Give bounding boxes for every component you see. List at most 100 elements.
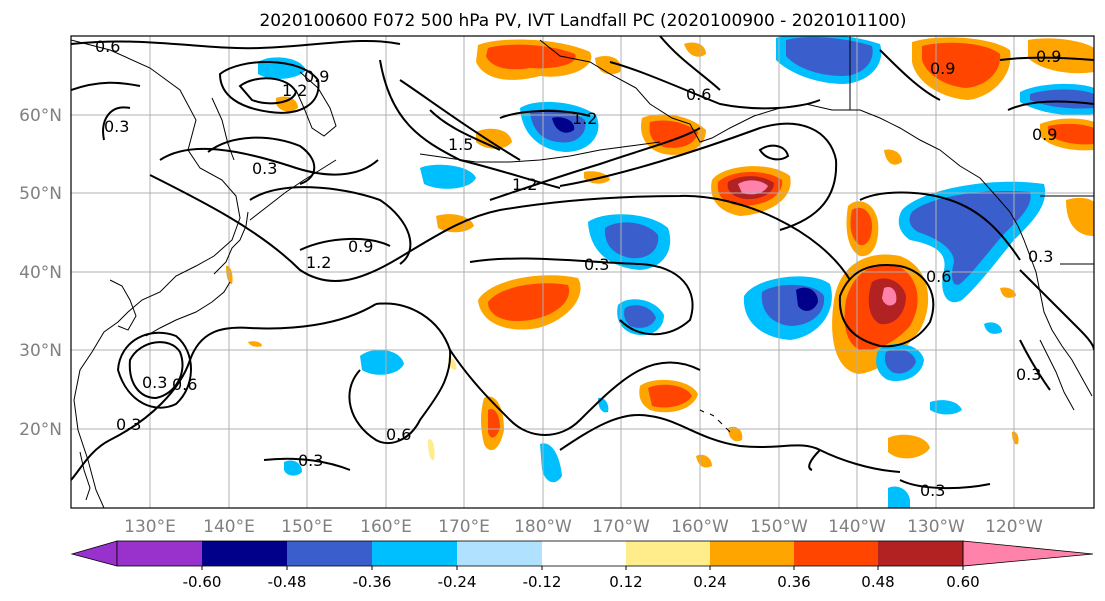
positive-anomaly [1048, 123, 1094, 145]
contour-label: 1.2 [282, 81, 307, 100]
contour-label: 0.3 [104, 117, 129, 136]
lat-label-60n: 60°N [19, 106, 62, 126]
pv-contours [71, 36, 1094, 490]
positive-anomaly [428, 439, 435, 461]
lon-label: 160°W [671, 517, 729, 537]
positive-anomaly [888, 434, 930, 459]
lon-label: 180°W [514, 517, 572, 537]
lat-label-20n: 20°N [19, 420, 62, 440]
lon-label: 140°W [828, 517, 886, 537]
lon-label: 130°W [907, 517, 965, 537]
contour-label: 1.2 [572, 109, 597, 128]
colorbar-bin [372, 541, 457, 566]
colorbar: -0.60 -0.48 -0.36 -0.24 -0.12 0.12 0.24 … [70, 540, 1094, 591]
colorbar-extend-low [70, 540, 118, 567]
negative-anomaly [909, 190, 1031, 285]
lon-label: 170°W [592, 517, 650, 537]
lon-label: 120°W [985, 517, 1043, 537]
colorbar-bin [878, 541, 963, 566]
contour-label: 1.5 [448, 135, 473, 154]
colorbar-extend-high [962, 540, 1094, 567]
positive-anomaly [648, 384, 692, 408]
contour-label: 0.6 [686, 85, 711, 104]
positive-anomaly [595, 55, 621, 75]
colorbar-tick-label: -0.12 [523, 573, 562, 591]
contour-label: 0.3 [142, 373, 167, 392]
contour-label: 0.3 [1016, 365, 1041, 384]
positive-anomaly [884, 149, 902, 165]
colorbar-bin [457, 541, 542, 566]
colorbar-tick-label: -0.36 [353, 573, 392, 591]
lon-label: 150°E [281, 517, 333, 537]
lat-label-50n: 50°N [19, 184, 62, 204]
contour-label: 0.3 [252, 159, 277, 178]
negative-anomaly [552, 117, 575, 133]
colorbar-tick-label: 0.48 [861, 573, 894, 591]
contour-label: 0.3 [1028, 247, 1053, 266]
positive-anomaly [738, 180, 768, 195]
positive-anomaly [488, 408, 500, 438]
colorbar-bin [542, 541, 626, 566]
map-frame [70, 35, 1095, 509]
negative-anomaly [984, 322, 1002, 334]
colorbar-tick-label: 0.24 [693, 573, 726, 591]
lon-label: 170°E [438, 517, 490, 537]
negative-anomaly [604, 222, 659, 259]
colorbar-tick-label: 0.60 [946, 573, 979, 591]
colorbar-bin [794, 541, 878, 566]
contour-label: 1.2 [306, 253, 331, 272]
negative-anomaly [360, 349, 404, 375]
contour-label: 1.2 [512, 175, 537, 194]
contour-label: 0.3 [298, 451, 323, 470]
negative-anomaly [624, 305, 656, 328]
lat-label-30n: 30°N [19, 341, 62, 361]
negative-anomaly [786, 37, 873, 76]
contour-label: 0.6 [172, 375, 197, 394]
contour-labels: 0.6 1.2 0.9 0.3 0.3 1.5 1.2 1.2 1.2 0.9 … [95, 37, 1061, 500]
colorbar-bin [710, 541, 794, 566]
contour-label: 0.6 [95, 37, 120, 56]
colorbar-frame [116, 540, 964, 567]
contour-label: 0.3 [584, 255, 609, 274]
graticule [71, 36, 1094, 508]
lon-label: 160°E [360, 517, 412, 537]
longitude-labels: 130°E 140°E 150°E 160°E 170°E 180°W 170°… [124, 517, 1043, 537]
negative-anomaly [930, 400, 962, 415]
negative-anomaly [420, 164, 476, 189]
lat-label-40n: 40°N [19, 263, 62, 283]
colorbar-tick-label: -0.60 [183, 573, 222, 591]
lon-label: 130°E [124, 517, 176, 537]
colorbar-bin [626, 541, 710, 566]
colorbar-tick-label: -0.48 [268, 573, 307, 591]
contour-label: 0.6 [386, 425, 411, 444]
negative-anomaly [540, 443, 562, 483]
colorbar-tick-label: 0.12 [609, 573, 642, 591]
negative-anomaly [884, 349, 916, 374]
positive-anomaly [922, 42, 1001, 88]
contour-label: 0.6 [926, 267, 951, 286]
positive-anomaly [488, 283, 570, 322]
negative-anomaly [284, 460, 302, 476]
contour-label: 0.9 [1032, 125, 1057, 144]
positive-anomaly [882, 286, 897, 306]
contour-label: 0.9 [304, 67, 329, 86]
map-title: 2020100600 F072 500 hPa PV, IVT Landfall… [259, 11, 906, 31]
contour-label: 0.3 [920, 481, 945, 500]
positive-anomaly [1000, 287, 1016, 298]
contour-label: 0.9 [930, 59, 955, 78]
contour-label: 0.9 [1036, 47, 1061, 66]
colorbar-tick-label: 0.36 [777, 573, 810, 591]
colorbar-tick-label: -0.24 [438, 573, 477, 591]
positive-anomaly [850, 207, 872, 246]
positive-anomaly [248, 341, 262, 347]
positive-anomaly [649, 120, 698, 148]
colorbar-bin [202, 541, 287, 566]
positive-anomaly [1028, 38, 1094, 74]
positive-anomaly [276, 96, 298, 112]
lon-label: 150°W [750, 517, 808, 537]
contour-label: 0.9 [348, 237, 373, 256]
contour-label: 0.3 [116, 415, 141, 434]
latitude-labels: 20°N 30°N 40°N 50°N 60°N [19, 106, 62, 440]
negative-anomaly [598, 397, 609, 413]
